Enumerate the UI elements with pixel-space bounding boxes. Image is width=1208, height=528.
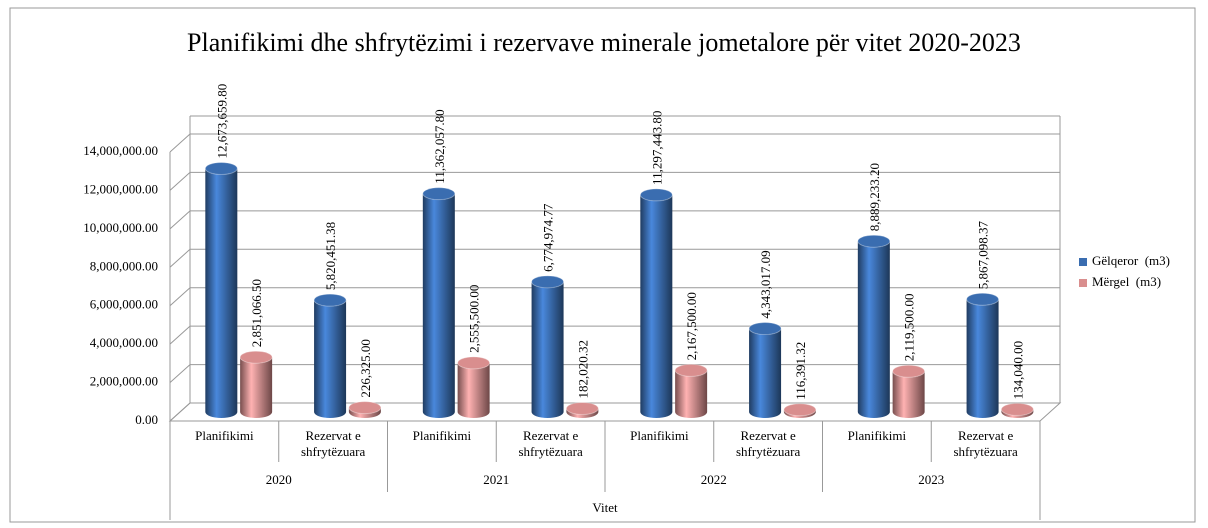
x-tick-label: Planifikimi [195, 428, 254, 443]
value-label: 2,167,500.00 [684, 292, 699, 360]
x-tick-label: Planifikimi [412, 428, 472, 443]
group-label: 2022 [700, 472, 727, 487]
y-tick-label: 14,000,000.00 [83, 143, 158, 158]
grid-line [169, 210, 1060, 230]
x-tick-label: Rezervat e shfrytëzuara [518, 428, 583, 459]
legend-label: Gëlqeror (m3) [1092, 253, 1170, 268]
value-label: 182,020.32 [575, 340, 590, 399]
value-label: 8,889,233.20 [867, 163, 882, 231]
chart-title: Planifikimi dhe shfrytëzimi i rezervave … [187, 28, 1021, 57]
grid-line [169, 171, 1060, 191]
bar [239, 350, 273, 419]
bar [966, 292, 1000, 419]
x-tick-label: Rezervat e shfrytëzuara [953, 428, 1018, 459]
bar [857, 234, 891, 419]
x-tick-label: Planifikimi [847, 428, 907, 443]
value-label: 2,555,500.00 [467, 285, 482, 353]
y-tick-label: 2,000,000.00 [90, 374, 158, 389]
group-label: 2021 [483, 472, 510, 487]
value-label: 11,297,443.80 [649, 111, 664, 185]
x-tick-label: Planifikimi [630, 428, 689, 443]
value-label: 5,867,098.37 [976, 221, 991, 290]
bar [313, 293, 347, 419]
value-label: 5,820,451.38 [323, 222, 338, 290]
bar [348, 401, 382, 419]
bar [565, 402, 599, 419]
y-tick-label: 0.00 [135, 412, 158, 427]
group-label: 2020 [265, 472, 292, 487]
bar [531, 275, 565, 419]
x-tick-label: Rezervat e shfrytëzuara [736, 428, 801, 459]
y-tick-label: 4,000,000.00 [90, 335, 158, 350]
legend-label: Mërgel (m3) [1092, 274, 1161, 289]
y-tick-label: 6,000,000.00 [90, 297, 158, 312]
y-tick-label: 12,000,000.00 [83, 181, 158, 196]
y-tick-label: 8,000,000.00 [90, 258, 158, 273]
value-label: 11,362,057.80 [432, 109, 447, 183]
x-tick-label: Rezervat e shfrytëzuara [301, 428, 366, 459]
value-label: 2,119,500.00 [902, 293, 917, 361]
value-label: 2,851,066.50 [249, 279, 264, 347]
bar [457, 356, 491, 419]
bar [674, 363, 708, 419]
value-label: 6,774,974.77 [541, 203, 556, 272]
bar [422, 187, 456, 419]
group-label: 2023 [918, 472, 945, 487]
bar [783, 403, 817, 419]
grid-line [169, 248, 1060, 268]
bar [639, 188, 673, 419]
bar [1000, 402, 1034, 419]
legend-swatch [1079, 279, 1087, 287]
bar [204, 161, 238, 419]
value-label: 226,325.00 [358, 339, 373, 398]
grid-line [169, 287, 1060, 307]
legend-swatch [1079, 258, 1087, 266]
value-label: 116,391.32 [793, 342, 808, 400]
value-label: 12,673,659.80 [214, 84, 229, 159]
grid-line [169, 133, 1060, 153]
x-axis-title: Vitet [592, 500, 618, 515]
bar [892, 364, 926, 419]
y-tick-label: 10,000,000.00 [83, 220, 158, 235]
value-label: 4,343,017.09 [758, 250, 773, 318]
value-label: 134,040.00 [1010, 341, 1025, 400]
bar [748, 322, 782, 419]
